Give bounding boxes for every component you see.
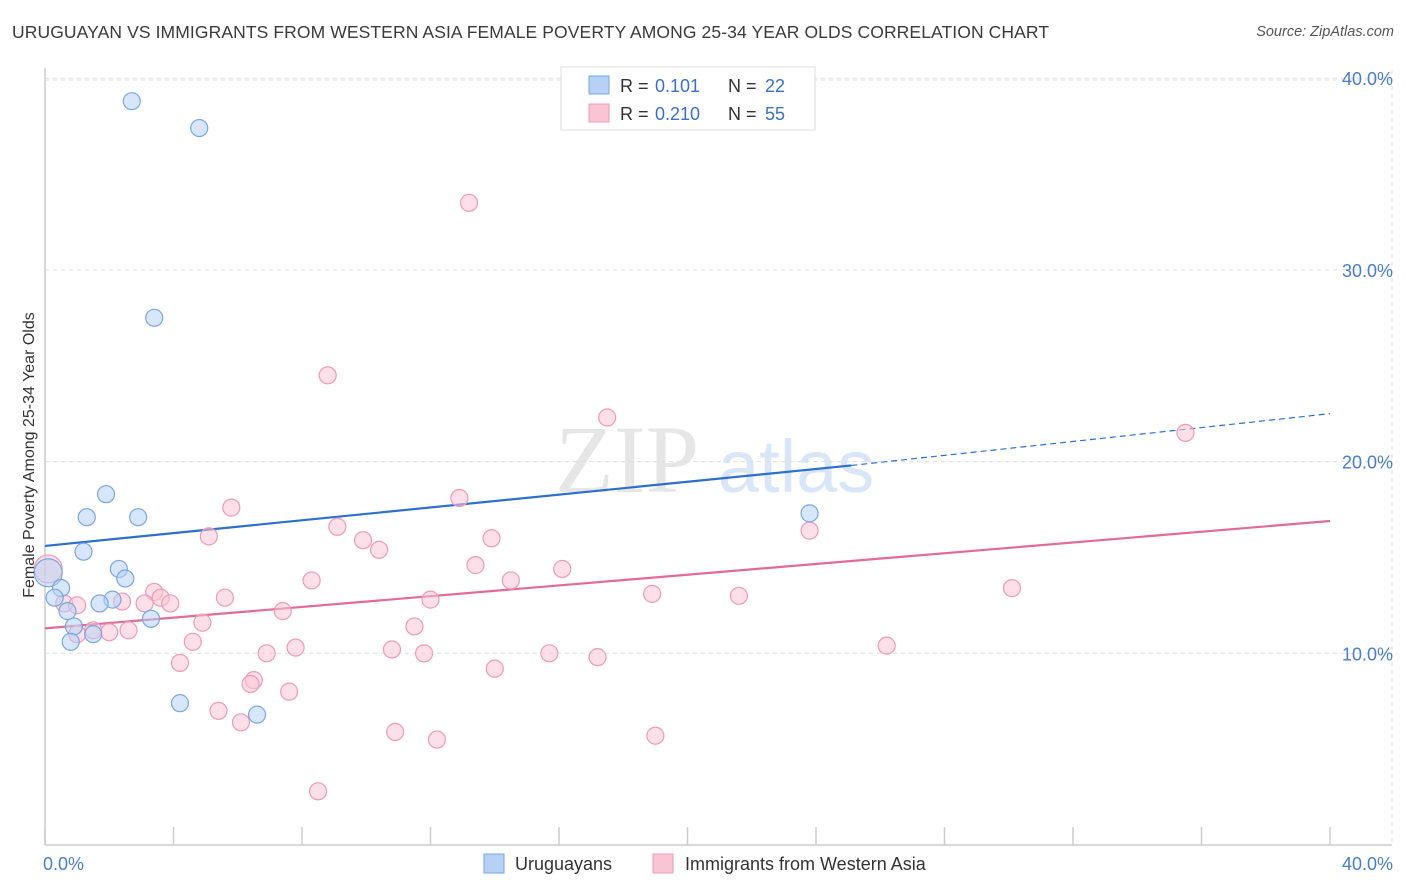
point-immigrants — [161, 594, 180, 613]
point-immigrants — [421, 590, 440, 609]
point-immigrants — [540, 644, 559, 663]
trend-line-uruguayans-extrapolated — [851, 413, 1331, 467]
legend-n-label-1: N = — [728, 76, 757, 96]
point-immigrants — [501, 571, 520, 590]
point-immigrants — [286, 638, 305, 657]
point-immigrants — [353, 531, 373, 550]
tick-labels: 10.0% 20.0% 30.0% 40.0% 0.0% 40.0% — [43, 69, 1393, 874]
point-uruguayans — [247, 705, 267, 724]
x-tick-label-max: 40.0% — [1342, 854, 1393, 874]
legend-n-value-2: 55 — [765, 104, 785, 124]
y-tick-label: 10.0% — [1342, 644, 1393, 664]
legend-r-label-2: R = — [620, 104, 649, 124]
point-uruguayans — [145, 308, 164, 327]
point-immigrants — [643, 584, 662, 603]
point-immigrants — [280, 682, 299, 701]
chart-title: URUGUAYAN VS IMMIGRANTS FROM WESTERN ASI… — [12, 22, 1050, 42]
point-immigrants — [414, 644, 434, 663]
point-uruguayans — [77, 508, 96, 527]
point-immigrants — [450, 488, 469, 508]
source-label: Source: ZipAtlas.com — [1256, 24, 1394, 40]
point-immigrants — [241, 674, 260, 694]
point-immigrants — [193, 613, 212, 632]
bottom-legend-label-immigrants: Immigrants from Western Asia — [685, 854, 927, 874]
trend-line-uruguayans — [44, 464, 852, 548]
point-uruguayans — [170, 694, 190, 713]
point-uruguayans — [800, 504, 819, 523]
legend-r-label-1: R = — [620, 76, 649, 96]
legend-swatch-uruguayans — [588, 75, 610, 95]
point-immigrants — [1002, 579, 1022, 598]
legend-n-label-2: N = — [728, 104, 757, 124]
x-tick-label-min: 0.0% — [43, 854, 84, 874]
axes — [44, 68, 1392, 846]
point-immigrants — [405, 617, 424, 636]
y-tick-label: 20.0% — [1342, 453, 1393, 473]
bottom-legend: Uruguayans Immigrants from Western Asia — [483, 853, 927, 874]
point-uruguayans — [190, 118, 209, 138]
point-uruguayans — [74, 542, 93, 561]
point-immigrants — [308, 782, 328, 801]
point-immigrants — [273, 602, 292, 621]
y-axis-label: Female Poverty Among 25-34 Year Olds — [21, 312, 38, 598]
point-immigrants — [553, 559, 572, 579]
y-tick-label: 40.0% — [1342, 69, 1393, 89]
data-points — [33, 92, 1195, 801]
point-immigrants — [199, 527, 218, 546]
legend-swatch-immigrants — [588, 103, 610, 123]
point-immigrants — [646, 726, 665, 745]
point-immigrants — [215, 588, 234, 607]
bottom-legend-swatch-uruguayans — [483, 853, 505, 874]
point-immigrants — [257, 644, 276, 663]
point-immigrants — [459, 193, 479, 212]
point-immigrants — [318, 366, 337, 385]
point-uruguayans — [116, 569, 135, 588]
legend-r-value-1: 0.101 — [655, 76, 700, 96]
y-tick-label: 30.0% — [1342, 261, 1393, 281]
point-immigrants — [222, 498, 241, 517]
point-uruguayans — [90, 594, 109, 613]
point-uruguayans — [61, 632, 80, 651]
point-immigrants — [370, 540, 389, 559]
bottom-legend-swatch-immigrants — [652, 853, 674, 874]
point-uruguayans — [64, 617, 84, 636]
point-immigrants — [302, 571, 321, 590]
point-immigrants — [119, 621, 138, 640]
point-immigrants — [1176, 423, 1195, 442]
point-immigrants — [100, 623, 119, 642]
point-immigrants — [598, 408, 617, 427]
watermark-zip: ZIP — [555, 406, 699, 513]
point-immigrants — [466, 556, 485, 575]
point-immigrants — [386, 722, 405, 741]
point-uruguayans — [129, 508, 148, 527]
point-immigrants — [877, 636, 896, 655]
point-uruguayans — [96, 485, 116, 504]
point-immigrants — [209, 701, 228, 720]
point-uruguayans — [58, 602, 77, 621]
trend-line-immigrants — [44, 519, 1331, 630]
point-immigrants — [135, 594, 154, 613]
point-immigrants — [485, 659, 504, 678]
point-immigrants — [231, 713, 251, 732]
point-immigrants — [800, 521, 819, 540]
bottom-legend-label-uruguayans: Uruguayans — [515, 854, 612, 874]
point-immigrants — [183, 632, 202, 651]
point-uruguayans — [122, 92, 141, 111]
point-immigrants — [482, 529, 501, 548]
point-uruguayans — [33, 558, 63, 588]
point-immigrants — [588, 648, 607, 667]
point-uruguayans — [141, 609, 161, 628]
point-uruguayans — [84, 625, 103, 644]
legend: R = 0.101 N = 22 R = 0.210 N = 55 — [560, 66, 816, 131]
point-immigrants — [328, 517, 347, 536]
legend-n-value-1: 22 — [765, 76, 785, 96]
point-uruguayans — [45, 588, 64, 607]
legend-r-value-2: 0.210 — [655, 104, 700, 124]
point-immigrants — [427, 730, 447, 749]
point-immigrants — [729, 586, 749, 605]
point-immigrants — [382, 640, 402, 659]
point-immigrants — [170, 653, 190, 672]
trend-lines — [44, 413, 1331, 630]
